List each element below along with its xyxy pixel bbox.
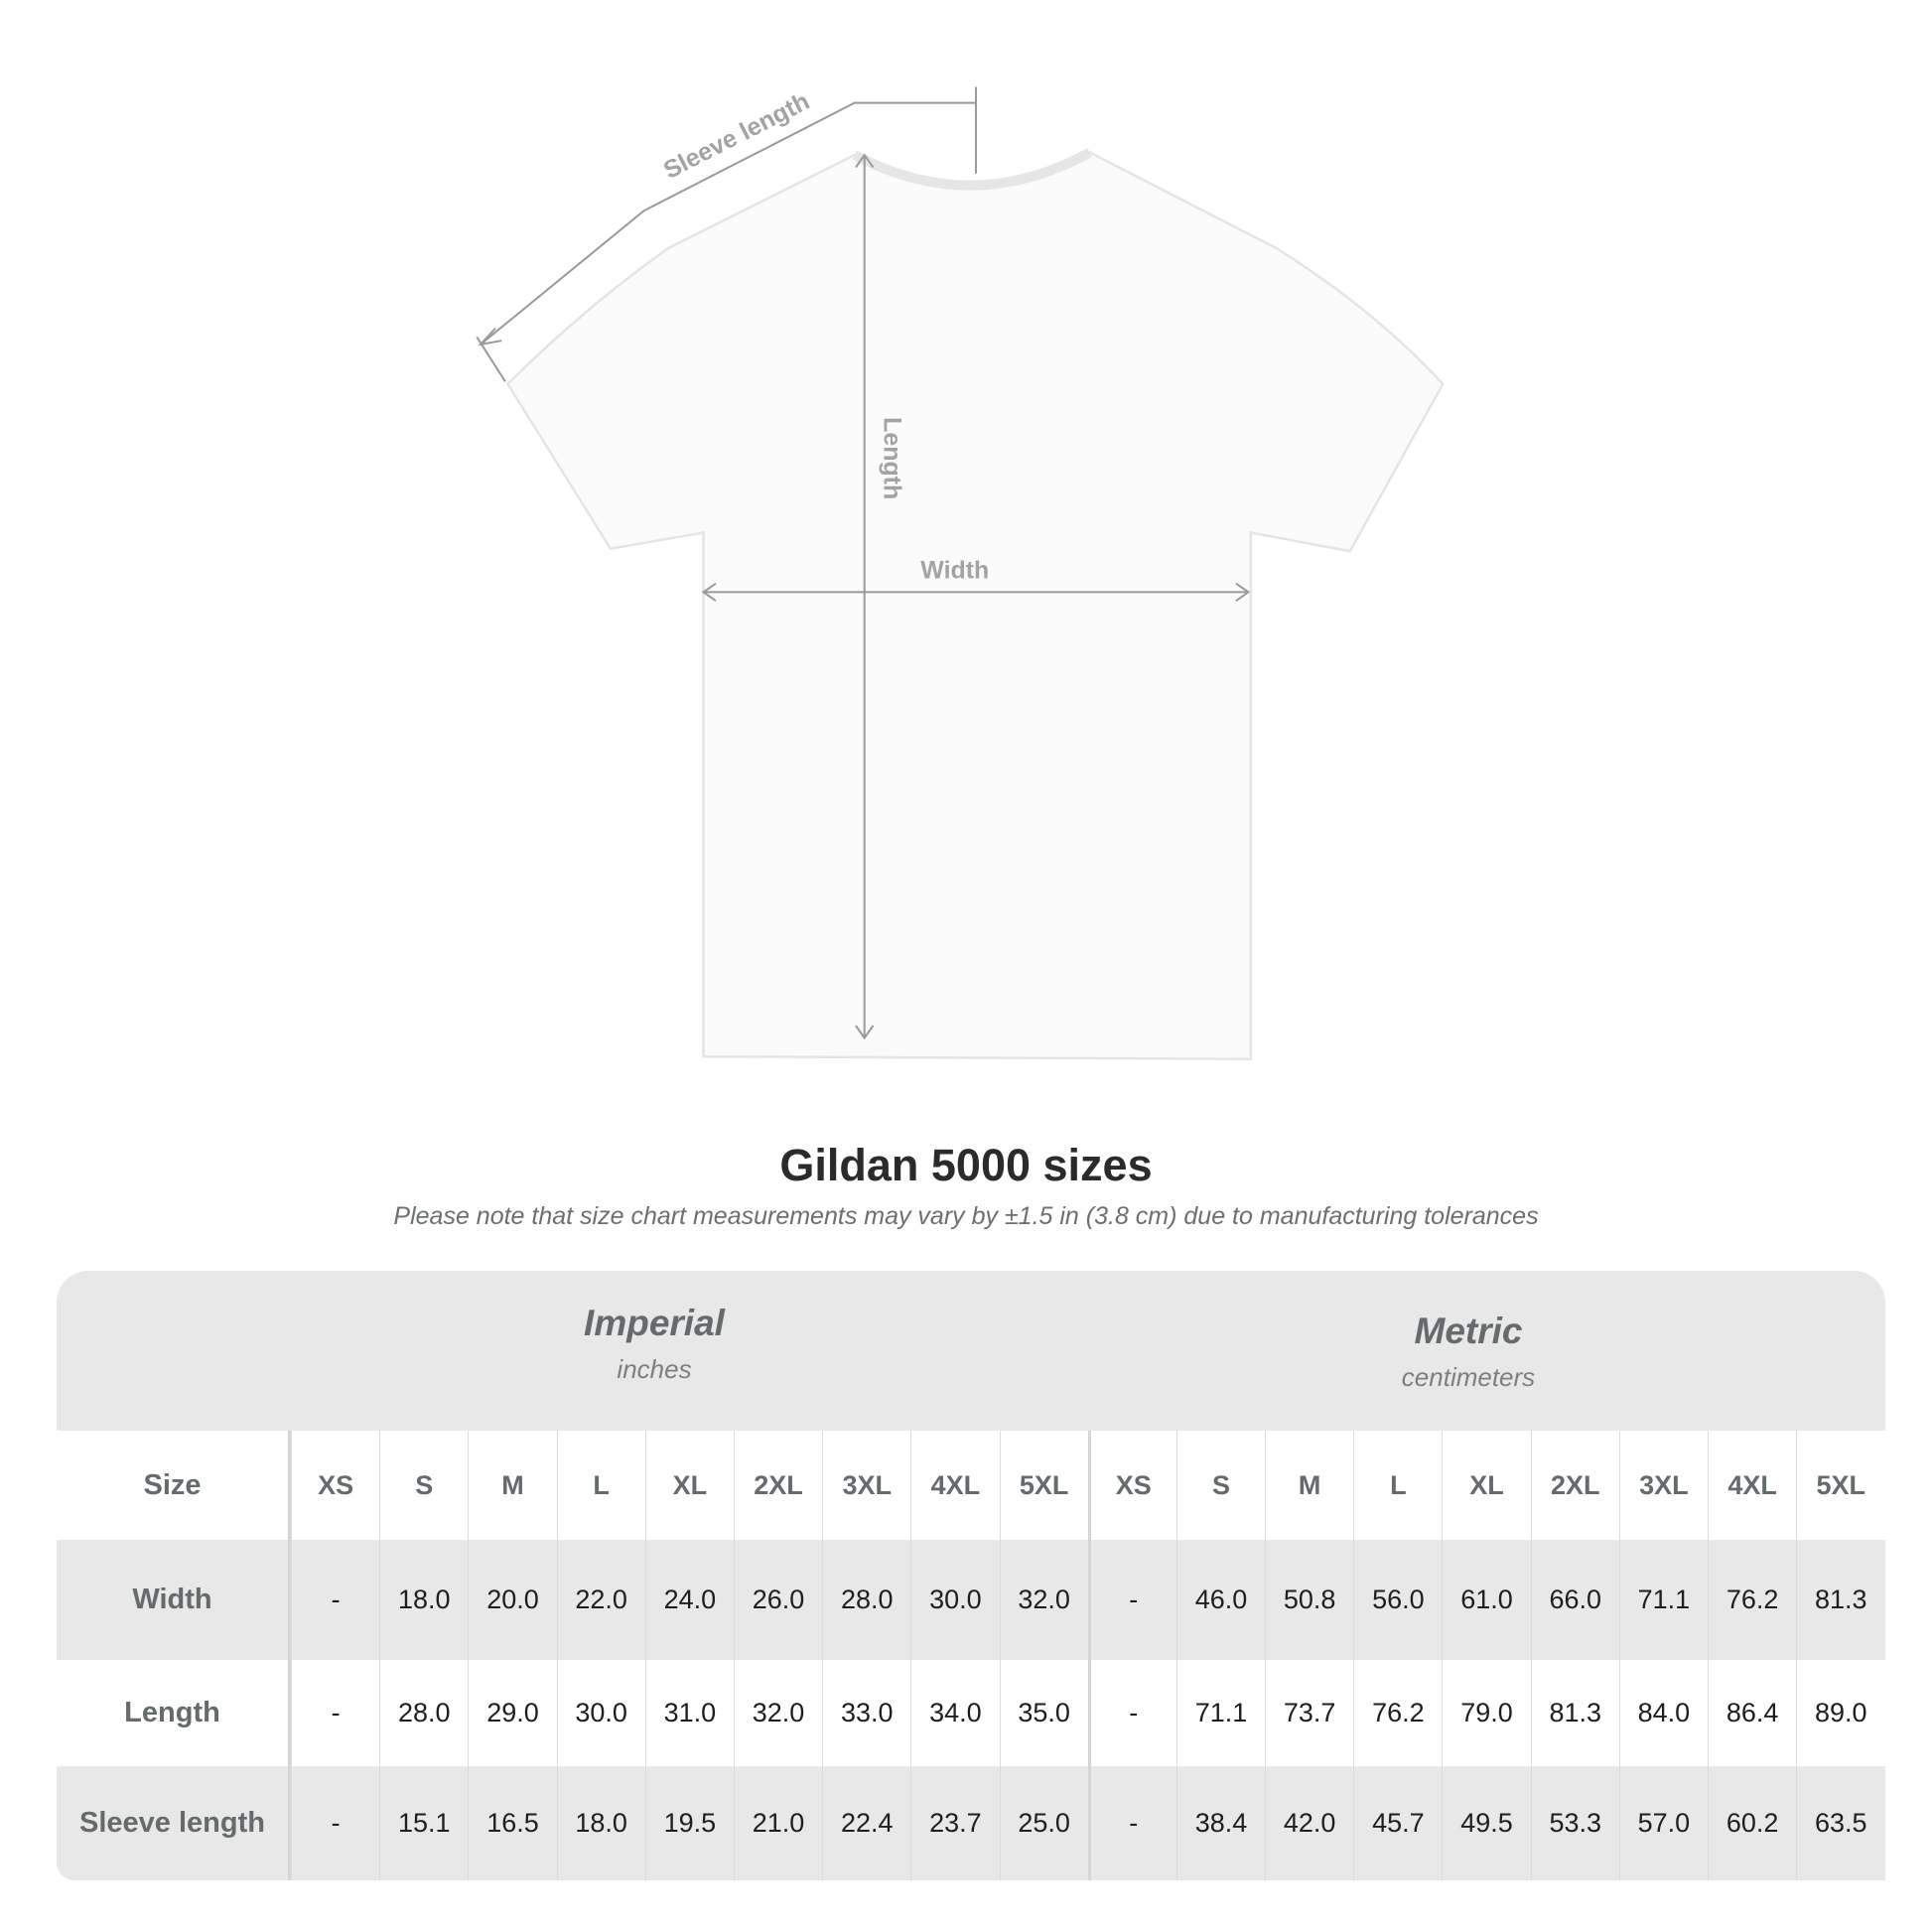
imperial-size-header: XS <box>291 1431 379 1540</box>
imperial-value-cell: 16.5 <box>468 1766 556 1880</box>
metric-value-cell: 71.1 <box>1175 1660 1265 1766</box>
imperial-value-cell: - <box>291 1660 379 1766</box>
metric-value-cell: 81.3 <box>1796 1540 1884 1660</box>
metric-value-cell: 66.0 <box>1530 1540 1619 1660</box>
imperial-value-cell: 18.0 <box>379 1540 468 1660</box>
metric-size-header: S <box>1175 1431 1265 1540</box>
metric-value-cell: 76.2 <box>1708 1540 1796 1660</box>
imperial-header: Imperial inches <box>307 1303 1002 1385</box>
size-header-row: Size XS S M L XL 2XL 3XL 4XL 5XL XS S M L XL 2XL 3XL 4XL 5… <box>57 1431 1885 1540</box>
imperial-value-cell: 23.7 <box>910 1766 999 1880</box>
imperial-value-cell: - <box>291 1766 379 1880</box>
imperial-value-cell: 32.0 <box>999 1540 1088 1660</box>
metric-size-header: 2XL <box>1530 1431 1619 1540</box>
imperial-size-header: 2XL <box>733 1431 822 1540</box>
metric-value-cell: 63.5 <box>1796 1766 1884 1880</box>
metric-value-cell: - <box>1087 1660 1176 1766</box>
imperial-size-header: 4XL <box>910 1431 999 1540</box>
sleeve-measure-line <box>480 101 976 345</box>
metric-value-cell: 50.8 <box>1265 1540 1353 1660</box>
metric-value-cell: - <box>1087 1540 1176 1660</box>
row-label: Width <box>57 1540 291 1660</box>
imperial-value-cell: 29.0 <box>468 1660 556 1766</box>
table-row: Length -28.0 29.0 30.0 31.0 32.0 33.0 34.0 35.0-… <box>57 1660 1885 1766</box>
metric-size-header: 4XL <box>1708 1431 1796 1540</box>
metric-value-cell: 71.1 <box>1618 1540 1708 1660</box>
metric-header: Metric centimeters <box>1121 1311 1816 1393</box>
metric-title: Metric <box>1414 1311 1523 1351</box>
metric-value-cell: 46.0 <box>1175 1540 1265 1660</box>
imperial-value-cell: 19.5 <box>644 1766 734 1880</box>
tshirt-outline <box>505 151 1445 1060</box>
imperial-size-header: S <box>379 1431 468 1540</box>
metric-value-cell: 84.0 <box>1618 1660 1708 1766</box>
row-label: Length <box>57 1660 291 1766</box>
imperial-value-cell: 30.0 <box>910 1540 999 1660</box>
metric-size-header: L <box>1353 1431 1442 1540</box>
metric-value-cell: 61.0 <box>1442 1540 1530 1660</box>
imperial-value-cell: 34.0 <box>910 1660 999 1766</box>
imperial-value-cell: 28.0 <box>379 1660 468 1766</box>
metric-size-header: 3XL <box>1618 1431 1708 1540</box>
width-label: Width <box>920 557 989 585</box>
tolerance-note: Please note that size chart measurements… <box>393 1202 1539 1230</box>
metric-size-header: M <box>1265 1431 1353 1540</box>
measurement-lines <box>476 86 1251 1040</box>
imperial-value-cell: - <box>291 1540 379 1660</box>
imperial-value-cell: 25.0 <box>999 1766 1088 1880</box>
imperial-size-header: 3XL <box>822 1431 910 1540</box>
metric-value-cell: 76.2 <box>1353 1660 1442 1766</box>
imperial-value-cell: 31.0 <box>644 1660 734 1766</box>
row-label: Sleeve length <box>57 1766 291 1880</box>
metric-value-cell: 81.3 <box>1530 1660 1619 1766</box>
metric-value-cell: 42.0 <box>1265 1766 1353 1880</box>
imperial-value-cell: 20.0 <box>468 1540 556 1660</box>
metric-value-cell: 79.0 <box>1442 1660 1530 1766</box>
length-label: Length <box>879 417 906 499</box>
metric-unit: centimeters <box>1401 1362 1536 1392</box>
imperial-size-header: M <box>468 1431 556 1540</box>
metric-value-cell: - <box>1087 1766 1176 1880</box>
chart-title: Gildan 5000 sizes <box>779 1140 1153 1190</box>
tshirt-collar <box>852 148 1093 191</box>
metric-value-cell: 89.0 <box>1796 1660 1884 1766</box>
imperial-value-cell: 32.0 <box>733 1660 822 1766</box>
table-row: Sleeve length -15.1 16.5 18.0 19.5 21.0 22.4 23… <box>57 1766 1885 1880</box>
metric-value-cell: 60.2 <box>1708 1766 1796 1880</box>
imperial-size-header: XL <box>644 1431 734 1540</box>
imperial-value-cell: 33.0 <box>822 1660 910 1766</box>
table-row: Width -18.0 20.0 22.0 24.0 26.0 28.0 30.0 32.0-4… <box>57 1540 1885 1660</box>
imperial-value-cell: 26.0 <box>733 1540 822 1660</box>
metric-value-cell: 49.5 <box>1442 1766 1530 1880</box>
imperial-value-cell: 30.0 <box>556 1660 645 1766</box>
size-label: Size <box>57 1431 291 1540</box>
imperial-value-cell: 21.0 <box>733 1766 822 1880</box>
metric-value-cell: 53.3 <box>1530 1766 1619 1880</box>
imperial-value-cell: 15.1 <box>379 1766 468 1880</box>
imperial-size-header: 5XL <box>999 1431 1088 1540</box>
metric-value-cell: 56.0 <box>1353 1540 1442 1660</box>
metric-value-cell: 73.7 <box>1265 1660 1353 1766</box>
imperial-value-cell: 24.0 <box>644 1540 734 1660</box>
imperial-value-cell: 35.0 <box>999 1660 1088 1766</box>
tshirt-diagram: Sleeve length Length Width <box>476 86 1445 1060</box>
imperial-value-cell: 22.4 <box>822 1766 910 1880</box>
size-table: Imperial inches Metric centimeters Size X… <box>57 1271 1885 1880</box>
imperial-value-cell: 22.0 <box>556 1540 645 1660</box>
imperial-value-cell: 28.0 <box>822 1540 910 1660</box>
metric-size-header: 5XL <box>1796 1431 1884 1540</box>
metric-value-cell: 38.4 <box>1175 1766 1265 1880</box>
table-header-band: Imperial inches Metric centimeters <box>57 1271 1885 1431</box>
imperial-value-cell: 18.0 <box>556 1766 645 1880</box>
metric-value-cell: 57.0 <box>1618 1766 1708 1880</box>
metric-value-cell: 45.7 <box>1353 1766 1442 1880</box>
metric-size-header: XL <box>1442 1431 1530 1540</box>
metric-value-cell: 86.4 <box>1708 1660 1796 1766</box>
imperial-size-header: L <box>556 1431 645 1540</box>
imperial-unit: inches <box>617 1354 692 1384</box>
imperial-title: Imperial <box>584 1303 725 1343</box>
metric-size-header: XS <box>1087 1431 1176 1540</box>
